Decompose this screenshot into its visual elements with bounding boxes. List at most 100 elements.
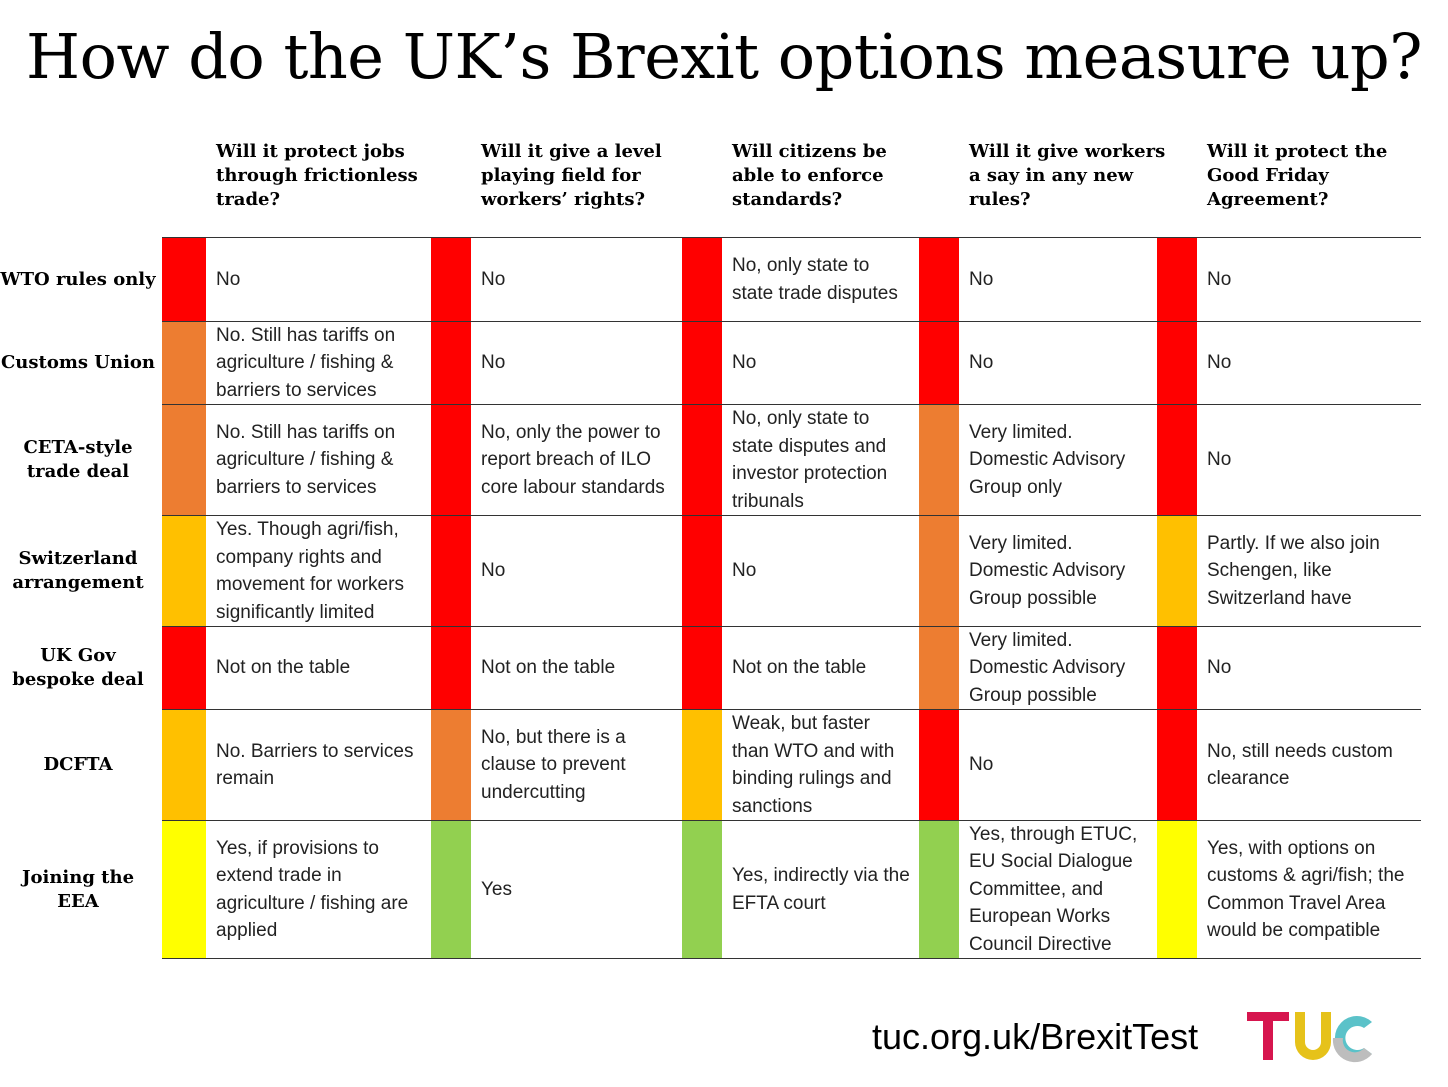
cell-text: No [969, 754, 994, 776]
column-header: Will it protect jobs through frictionles… [216, 141, 418, 210]
table-cell: Very limited. Domestic Advisory Group on… [969, 405, 1153, 515]
footer-url[interactable]: tuc.org.uk/BrexitTest [872, 1016, 1199, 1057]
status-swatch [431, 627, 471, 709]
status-swatch [919, 238, 959, 321]
table-cell: No, only state to state trade disputes [732, 238, 916, 321]
status-swatch [431, 821, 471, 958]
status-swatch [1157, 405, 1197, 515]
status-swatch [1157, 238, 1197, 321]
table-cell: Partly. If we also join Schengen, like S… [1207, 516, 1419, 626]
status-swatch [682, 322, 722, 404]
table-cell: No [481, 516, 679, 626]
table-rule [162, 321, 1421, 322]
cell-text: Yes [481, 878, 512, 900]
status-swatch [162, 322, 206, 404]
cell-text: No. Still has tariffs on agriculture / f… [216, 421, 396, 498]
cell-text: No [216, 268, 241, 290]
table-cell: Not on the table [732, 627, 916, 709]
table-cell: Yes, indirectly via the EFTA court [732, 821, 916, 958]
cell-text: Very limited. Domestic Advisory Group po… [969, 629, 1126, 706]
cell-text: Partly. If we also join Schengen, like S… [1207, 532, 1380, 609]
table-cell: No [1207, 627, 1419, 709]
table-cell: No [969, 710, 1153, 820]
table-cell: No [481, 322, 679, 404]
table-cell: Very limited. Domestic Advisory Group po… [969, 516, 1153, 626]
table-cell: Yes. Though agri/fish, company rights an… [216, 516, 428, 626]
cell-text: Yes. Though agri/fish, company rights an… [216, 519, 404, 623]
column-header: Will it protect the Good Friday Agreemen… [1207, 141, 1388, 210]
table-cell: No. Barriers to services remain [216, 710, 428, 820]
table-rule [162, 958, 1421, 959]
page-title: How do the UK’s Brexit options measure u… [26, 20, 1422, 93]
status-swatch [919, 516, 959, 626]
status-swatch [682, 627, 722, 709]
cell-text: No, but there is a clause to prevent und… [481, 726, 626, 803]
status-swatch [919, 405, 959, 515]
table-cell: Yes [481, 821, 679, 958]
cell-text: Weak, but faster than WTO and with bindi… [732, 713, 895, 817]
status-swatch [919, 627, 959, 709]
cell-text: Very limited. Domestic Advisory Group on… [969, 421, 1126, 498]
table-cell: No. Still has tariffs on agriculture / f… [216, 322, 428, 404]
cell-text: No [1207, 657, 1232, 679]
row-header: Joining the EEA [21, 866, 135, 912]
status-swatch [162, 627, 206, 709]
status-swatch [431, 405, 471, 515]
cell-text: No [1207, 352, 1232, 374]
status-swatch [919, 322, 959, 404]
row-header: WTO rules only [0, 268, 156, 290]
cell-text: No [481, 268, 506, 290]
table-cell: No, still needs custom clearance [1207, 710, 1419, 820]
table-rule [162, 404, 1421, 405]
status-swatch [1157, 322, 1197, 404]
cell-text: Not on the table [216, 657, 351, 679]
table-cell: No [216, 238, 428, 321]
cell-text: No [732, 560, 757, 582]
cell-text: Not on the table [732, 657, 867, 679]
status-swatch [682, 821, 722, 958]
column-header: Will it give a level playing field for w… [481, 141, 662, 210]
table-cell: Yes, with options on customs & agri/fish… [1207, 821, 1419, 958]
table-cell: Not on the table [481, 627, 679, 709]
status-swatch [431, 322, 471, 404]
table-rule [162, 515, 1421, 516]
cell-text: Very limited. Domestic Advisory Group po… [969, 532, 1126, 609]
cell-text: Yes, through ETUC, EU Social Dialogue Co… [969, 823, 1138, 955]
table-cell: Weak, but faster than WTO and with bindi… [732, 710, 916, 820]
cell-text: No, only state to state disputes and inv… [732, 408, 888, 512]
status-swatch [1157, 627, 1197, 709]
table-cell: No [969, 322, 1153, 404]
status-swatch [431, 238, 471, 321]
cell-text: No [1207, 449, 1232, 471]
table-rule [162, 820, 1421, 821]
status-swatch [1157, 821, 1197, 958]
cell-text: No. Still has tariffs on agriculture / f… [216, 324, 396, 401]
table-rule [162, 709, 1421, 710]
cell-text: Yes, indirectly via the EFTA court [732, 865, 910, 914]
cell-text: No [481, 560, 506, 582]
status-swatch [682, 238, 722, 321]
row-header: UK Gov bespoke deal [12, 645, 144, 690]
status-swatch [1157, 710, 1197, 820]
status-swatch [162, 710, 206, 820]
status-swatch [162, 516, 206, 626]
table-cell: No [732, 322, 916, 404]
cell-text: No, still needs custom clearance [1207, 740, 1393, 790]
cell-text: No [1207, 268, 1232, 290]
status-swatch [162, 238, 206, 321]
cell-text: Yes, with options on customs & agri/fish… [1207, 837, 1405, 942]
cell-text: No [481, 352, 506, 374]
cell-text: No. Barriers to services remain [216, 740, 414, 790]
table-cell: No [1207, 322, 1419, 404]
cell-text: No, only the power to report breach of I… [481, 421, 665, 498]
status-swatch [682, 710, 722, 820]
table-cell: Yes, if provisions to extend trade in ag… [216, 821, 428, 958]
row-header: CETA-style trade deal [23, 437, 133, 482]
table-cell: No [1207, 405, 1419, 515]
row-header: Switzerland arrangement [12, 548, 144, 593]
status-swatch [162, 821, 206, 958]
table-cell: No, only state to state disputes and inv… [732, 405, 916, 515]
cell-text: Yes, if provisions to extend trade in ag… [216, 837, 409, 942]
cell-text: No, only state to state trade disputes [732, 255, 898, 304]
table-cell: No [969, 238, 1153, 321]
